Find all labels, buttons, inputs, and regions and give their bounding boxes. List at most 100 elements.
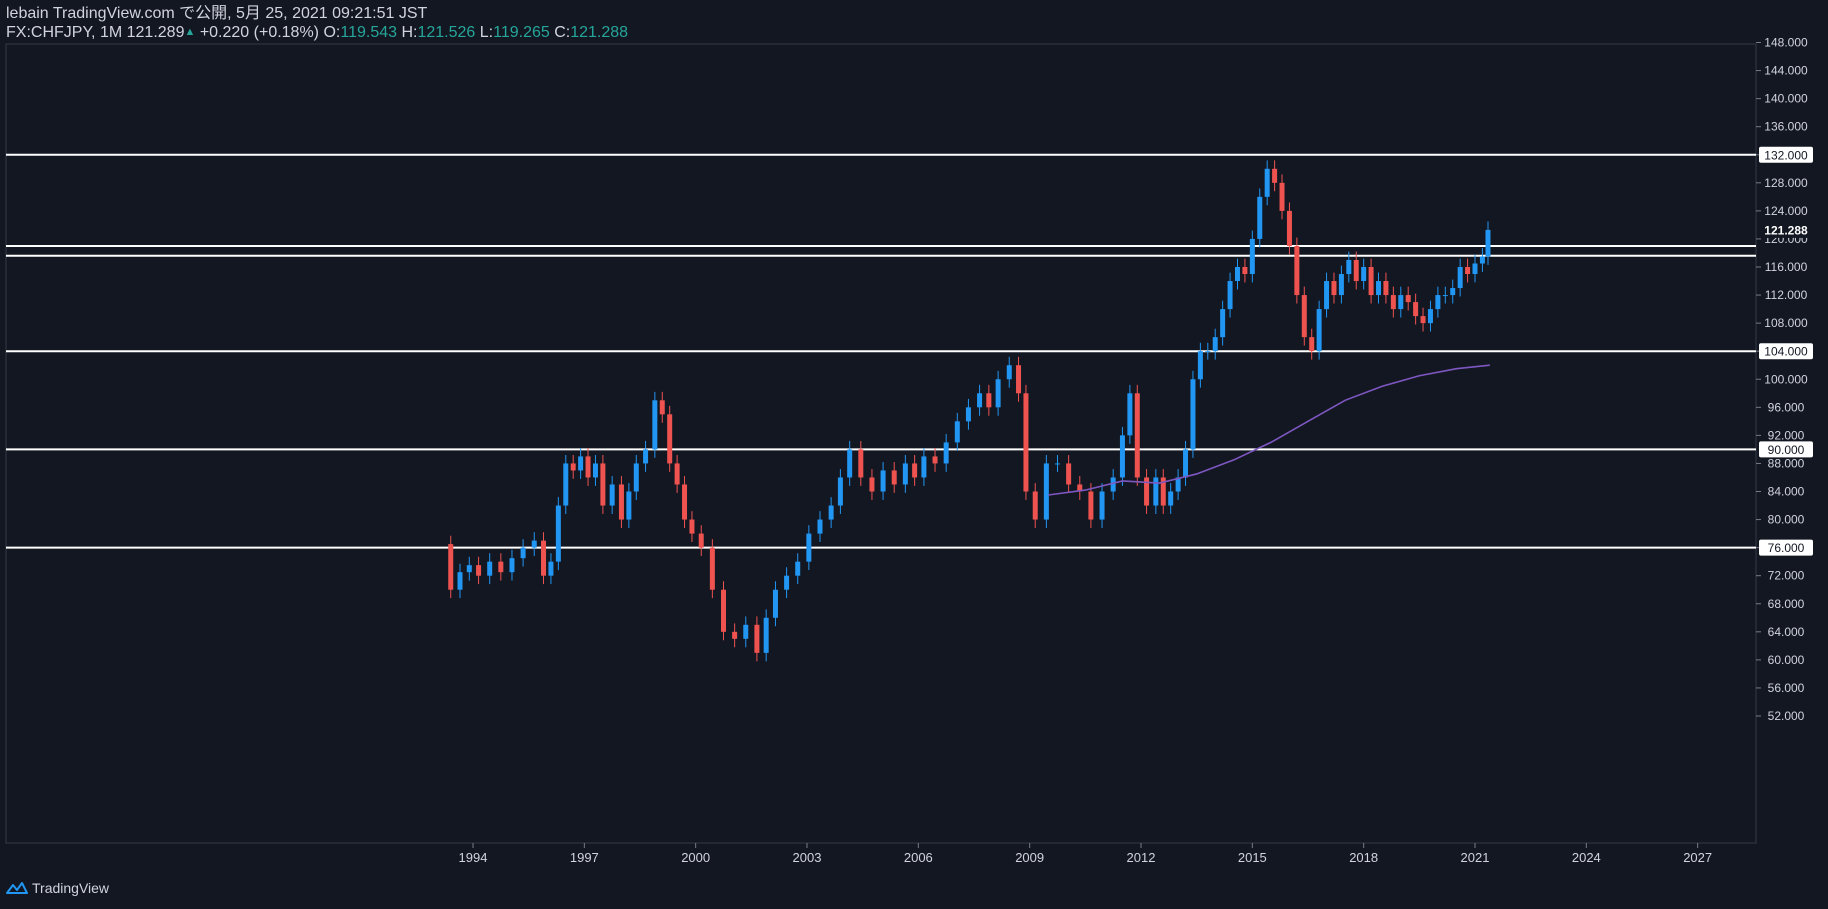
candle-body (659, 400, 665, 415)
footer: TradingView (6, 880, 109, 896)
candle-body (828, 505, 834, 520)
candle-body (1376, 281, 1382, 296)
candle-body (592, 463, 598, 478)
candle-body (1119, 435, 1125, 478)
candle-body (578, 456, 584, 471)
price-label: 90.000 (1768, 443, 1805, 457)
candle-body (633, 463, 639, 492)
last-price: 121.289 (126, 24, 185, 41)
candle-body (1257, 196, 1263, 239)
candle-body (1368, 267, 1374, 296)
candle-body (466, 565, 472, 573)
candle-body (600, 463, 606, 506)
x-tick-label: 2024 (1572, 850, 1601, 865)
current-price-box (1759, 221, 1813, 238)
x-tick-label: 2009 (1015, 850, 1044, 865)
candle-body (921, 456, 927, 478)
candle-body (1264, 168, 1270, 197)
candle-body (476, 565, 482, 576)
y-tick-label: 124.000 (1764, 204, 1808, 218)
y-tick-label: 148.000 (1764, 36, 1808, 50)
candle-body (674, 463, 680, 485)
chart-header: lebain TradingView.com で公開, 5月 25, 2021 … (6, 4, 1828, 42)
publish-line: lebain TradingView.com で公開, 5月 25, 2021 … (6, 4, 1828, 23)
y-tick-label: 68.000 (1768, 597, 1805, 611)
candle-body (570, 463, 576, 471)
candle-body (1088, 491, 1094, 520)
candle-body (965, 407, 971, 422)
candle-body (1316, 309, 1322, 352)
candle-body (1168, 491, 1174, 506)
candle-body (943, 442, 949, 464)
close-label: C: (554, 24, 571, 41)
candle-body (1286, 210, 1292, 246)
candle-body (1353, 259, 1359, 282)
candle-body (1099, 491, 1105, 520)
candle-body (880, 470, 886, 492)
price-label-box (1759, 146, 1813, 163)
candle-body (1160, 477, 1166, 506)
y-tick-label: 144.000 (1764, 64, 1808, 78)
candle-body (1331, 281, 1337, 296)
y-tick-label: 60.000 (1768, 653, 1805, 667)
candle-body (1301, 295, 1307, 338)
candle-body (1485, 229, 1491, 257)
y-tick-label: 64.000 (1768, 625, 1805, 639)
x-tick-label: 1994 (459, 850, 488, 865)
candle-body (732, 631, 738, 639)
footer-brand[interactable]: TradingView (32, 880, 110, 896)
price-label-box (1759, 343, 1813, 360)
candle-body (817, 519, 823, 534)
up-arrow-icon: ▲ (184, 26, 196, 38)
x-tick-label: 1997 (570, 850, 599, 865)
candle-body (1055, 463, 1060, 465)
x-tick-label: 2018 (1349, 850, 1378, 865)
candle-body (541, 540, 547, 576)
y-tick-label: 136.000 (1764, 120, 1808, 134)
candle-body (548, 561, 554, 576)
candle-body (643, 449, 649, 464)
high-label: H: (401, 24, 418, 41)
candle-body (837, 477, 843, 506)
candle-body (1338, 274, 1344, 296)
price-label: 104.000 (1764, 345, 1808, 359)
candle-body (1413, 302, 1419, 317)
plot-border (5, 43, 1757, 844)
candle-body (1435, 295, 1441, 310)
candle-body (498, 561, 504, 573)
candle-body (995, 379, 1001, 408)
candle-body (1457, 267, 1463, 289)
candle-body (743, 624, 749, 639)
candle-body (1144, 477, 1150, 506)
candle-body (902, 463, 908, 485)
x-tick-label: 2012 (1127, 850, 1156, 865)
candle-body (626, 491, 632, 520)
candle-body (1420, 316, 1426, 324)
close-value: 121.288 (570, 24, 629, 41)
price-label-box (1759, 539, 1813, 556)
y-tick-label: 88.000 (1768, 456, 1805, 470)
candle-body (1006, 365, 1012, 380)
candle-body (1309, 337, 1315, 352)
candle-body (986, 393, 992, 408)
candle-body (1066, 463, 1072, 485)
candle-body (1043, 463, 1049, 520)
candle-body (563, 463, 569, 506)
y-tick-label: 52.000 (1768, 709, 1805, 723)
symbol-label[interactable]: FX:CHFJPY, 1M (6, 24, 123, 41)
candle-body (1032, 491, 1038, 520)
candle-body (667, 414, 673, 464)
candle-body (754, 624, 760, 653)
candle-body (1227, 281, 1233, 310)
candle-body (448, 544, 454, 590)
y-tick-label: 56.000 (1768, 681, 1805, 695)
y-tick-label: 112.000 (1765, 288, 1808, 302)
candle-body (847, 449, 853, 478)
candle-body (618, 484, 624, 520)
moving-average-line (1048, 364, 1490, 496)
candle-body (891, 470, 897, 485)
candle-body (1023, 393, 1029, 492)
y-tick-label: 80.000 (1768, 513, 1805, 527)
candle-body (1472, 263, 1478, 275)
